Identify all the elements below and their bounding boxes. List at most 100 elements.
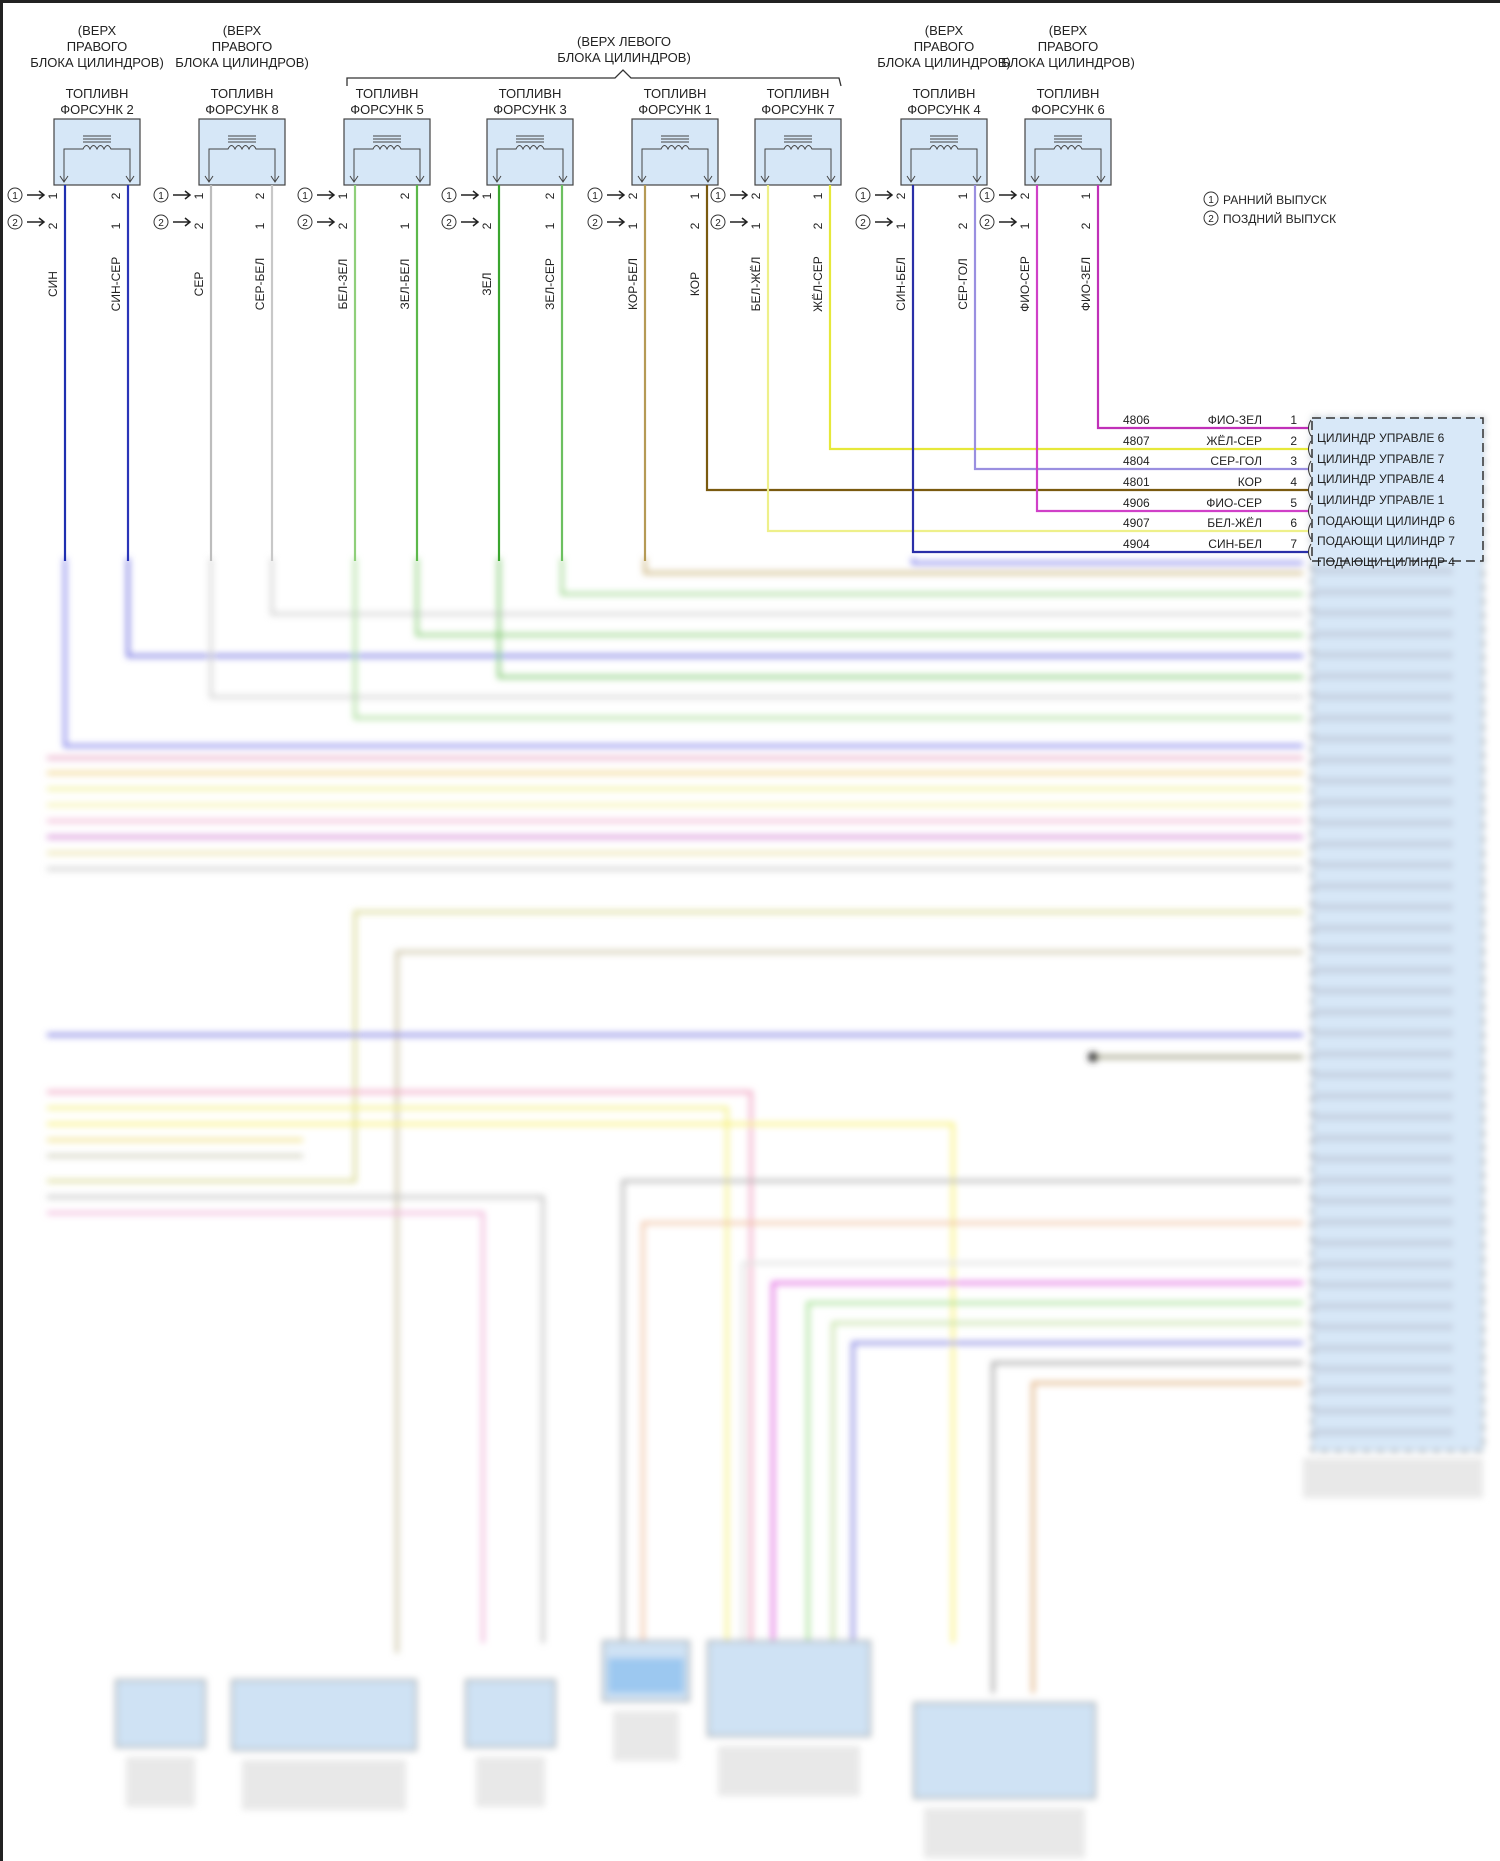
wire xyxy=(395,950,1303,1653)
pin-function xyxy=(1313,1239,1453,1247)
terminal-icon xyxy=(1308,440,1312,458)
pin-function xyxy=(1313,1365,1453,1373)
marker-number: 2 xyxy=(12,218,18,229)
pin-function: ЦИЛИНДР УПРАВЛЕ 6 xyxy=(1317,431,1445,445)
marker-arrow-icon xyxy=(730,190,749,200)
wire xyxy=(560,558,1303,596)
injector-location: БЛОКА ЦИЛИНДРОВ) xyxy=(1001,55,1135,70)
injector-location: (ВЕРХ xyxy=(223,23,262,38)
pin-number: 2 xyxy=(1079,222,1093,229)
wire xyxy=(705,185,1308,492)
wire xyxy=(911,558,1303,565)
marker-arrow-icon xyxy=(607,217,626,227)
pin-function: ПОДАЮЩИ ЦИЛИНДР 6 xyxy=(1317,514,1455,528)
injector-location: (ВЕРХ xyxy=(925,23,964,38)
wire xyxy=(47,910,1303,1183)
pin-function xyxy=(1313,1176,1453,1184)
marker-arrow-icon xyxy=(461,190,480,200)
injector-location: (ВЕРХ xyxy=(1049,23,1088,38)
wire xyxy=(911,185,1308,554)
core-icon xyxy=(784,135,812,143)
marker-circle-icon xyxy=(297,187,313,203)
pin-number: 1 xyxy=(398,222,412,229)
injector-location: ПРАВОГО xyxy=(67,39,128,54)
wire-color-label: СЕР-БЕЛ xyxy=(253,258,267,310)
injector-body xyxy=(53,118,141,186)
marker-circle-icon xyxy=(441,187,457,203)
marker-circle-icon xyxy=(710,214,726,230)
injector-location: ПРАВОГО xyxy=(914,39,975,54)
wire-color: БЕЛ-ЖЁЛ xyxy=(1207,516,1262,530)
pin-arrow-icon xyxy=(760,175,836,183)
pin-arrow-icon xyxy=(906,175,982,183)
pin-number: 1 xyxy=(626,222,640,229)
marker-arrow-icon xyxy=(730,217,749,227)
blurred-lower-section xyxy=(47,417,1484,1858)
pin-function xyxy=(1313,630,1453,638)
marker-arrow-icon xyxy=(875,217,894,227)
circuit-number: 4801 xyxy=(1123,475,1150,489)
marker-circle-icon xyxy=(855,214,871,230)
pin-function xyxy=(1313,735,1453,743)
wire-color-label: ЗЕЛ-БЕЛ xyxy=(398,259,412,310)
injector-name: ФОРСУНК 1 xyxy=(638,102,712,117)
wire xyxy=(766,185,1308,533)
injector-body xyxy=(1024,118,1112,186)
injector-name: ТОПЛИВН xyxy=(211,86,274,101)
wire xyxy=(47,1106,729,1643)
pin-number: 1 xyxy=(688,192,702,199)
circuit-number: 4807 xyxy=(1123,434,1150,448)
terminal-icon xyxy=(1308,522,1312,540)
component-display xyxy=(608,1658,684,1693)
wire-color-label: БЕЛ-ЗЕЛ xyxy=(336,259,350,310)
marker-arrow-icon xyxy=(461,217,480,227)
wire-color: КОР xyxy=(1238,475,1262,489)
marker-arrow-icon xyxy=(999,190,1018,200)
injector-name: ФОРСУНК 3 xyxy=(493,102,567,117)
injector-location: БЛОКА ЦИЛИНДРОВ) xyxy=(877,55,1011,70)
connector-row: 4904 СИН-БЕЛ 7 ПОДАЮЩИ ЦИЛИНДР 4 xyxy=(1123,537,1455,569)
injector-location: ПРАВОГО xyxy=(212,39,273,54)
pin-number: 4 xyxy=(1290,475,1297,489)
marker-arrow-icon xyxy=(607,190,626,200)
wire xyxy=(1096,185,1308,430)
pin-number: 2 xyxy=(1290,434,1297,448)
left-bank-bracket xyxy=(346,69,842,87)
injector-location: ПРАВОГО xyxy=(1038,39,1099,54)
pin-arrow-icon xyxy=(59,175,135,183)
wire xyxy=(621,1179,1303,1693)
component-caption xyxy=(613,1711,679,1761)
marker-arrow-icon xyxy=(317,217,336,227)
pin-function xyxy=(1313,840,1453,848)
injector-body xyxy=(754,118,842,186)
component-caption xyxy=(126,1757,195,1807)
wire xyxy=(209,558,1303,699)
pin-number: 2 xyxy=(749,192,763,199)
terminal-icon xyxy=(1308,460,1312,478)
component-box xyxy=(115,1679,206,1748)
legend-circle-icon xyxy=(1203,191,1219,207)
pin-function xyxy=(1313,819,1453,827)
injector-name: ФОРСУНК 2 xyxy=(60,102,134,117)
core-icon xyxy=(516,135,544,143)
pin-function xyxy=(1313,1113,1453,1121)
marker-circle-icon xyxy=(441,214,457,230)
pin-function xyxy=(1313,693,1453,701)
wire xyxy=(806,1301,1303,1693)
pin-function xyxy=(1313,672,1453,680)
pin-function xyxy=(1313,1218,1453,1226)
marker-circle-icon xyxy=(587,187,603,203)
connector-row: 4907 БЕЛ-ЖЁЛ 6 ПОДАЮЩИ ЦИЛИНДР 7 xyxy=(1123,516,1455,548)
injector-body xyxy=(198,118,286,186)
pin-function: ЦИЛИНДР УПРАВЛЕ 4 xyxy=(1317,472,1445,486)
pin-function: ПОДАЮЩИ ЦИЛИНДР 4 xyxy=(1317,555,1455,569)
wire xyxy=(828,185,1308,451)
pin-number: 7 xyxy=(1290,537,1297,551)
marker-number: 1 xyxy=(446,191,452,202)
pin-number: 1 xyxy=(46,192,60,199)
